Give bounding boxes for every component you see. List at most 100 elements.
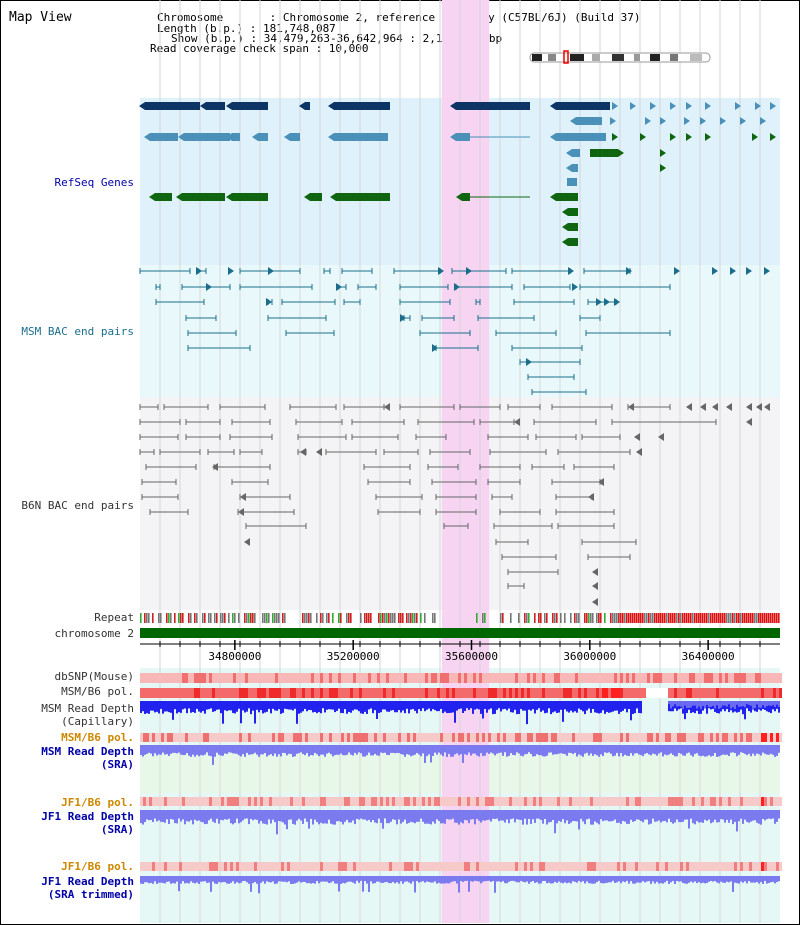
heat-cell	[701, 733, 704, 742]
depth-bar	[586, 810, 588, 820]
depth-bar	[270, 876, 272, 883]
depth-bar	[708, 701, 710, 708]
depth-bar	[342, 745, 344, 756]
heat-cell	[281, 862, 284, 871]
depth-bar	[480, 810, 482, 823]
depth-bar	[610, 701, 612, 713]
depth-bar	[470, 810, 472, 820]
depth-bar	[606, 810, 608, 821]
gene-arrow	[730, 267, 736, 275]
depth-bar	[332, 810, 334, 825]
heat-cell	[194, 673, 197, 683]
depth-bar	[426, 876, 428, 882]
depth-bar	[644, 810, 646, 820]
heat-cell	[494, 688, 497, 698]
heat-cell	[194, 733, 197, 742]
depth-bar	[510, 745, 512, 754]
heat-cell	[527, 688, 530, 698]
repeat-mark	[752, 613, 754, 623]
repeat-mark	[546, 613, 548, 623]
depth-bar	[404, 701, 406, 714]
heat-cell	[506, 688, 509, 698]
depth-bar	[472, 701, 474, 714]
repeat-mark	[510, 613, 512, 623]
heat-cell	[590, 797, 593, 806]
heat-cell	[698, 797, 701, 806]
heat-cell	[722, 862, 725, 871]
repeat-mark	[720, 613, 722, 623]
heat-cell	[662, 673, 665, 683]
repeat-mark	[244, 613, 246, 623]
depth-bar	[428, 810, 430, 824]
heat-cell	[533, 688, 536, 698]
depth-bar	[594, 810, 596, 822]
heat-cell	[230, 797, 233, 806]
depth-bar	[228, 876, 230, 884]
depth-bar	[162, 701, 164, 714]
depth-bar	[520, 810, 522, 820]
depth-bar	[488, 701, 490, 710]
heat-cell	[572, 688, 575, 698]
heat-cell	[737, 688, 740, 698]
depth-bar	[422, 810, 424, 822]
depth-bar	[448, 810, 450, 820]
heat-cell	[374, 688, 377, 698]
depth-bar	[676, 745, 678, 757]
heat-cell	[638, 797, 641, 806]
label-b6n-bac: B6N BAC end pairs	[21, 499, 134, 512]
heat-cell	[668, 688, 671, 698]
heat-cell	[176, 673, 179, 683]
depth-bar	[362, 745, 364, 757]
depth-bar	[168, 810, 170, 825]
heat-cell	[755, 862, 758, 871]
depth-bar	[150, 701, 152, 711]
heat-cell	[419, 673, 422, 683]
heat-cell	[761, 862, 764, 871]
heat-cell	[386, 797, 389, 806]
gene-arrow	[764, 403, 770, 411]
depth-bar	[340, 745, 342, 754]
heat-cell	[350, 797, 353, 806]
repeat-mark	[284, 613, 286, 623]
depth-bar	[640, 701, 642, 714]
gene-arrow	[149, 193, 155, 201]
depth-bar	[294, 745, 296, 757]
heat-cell	[533, 673, 536, 683]
heat-cell	[242, 862, 245, 871]
heat-cell	[620, 797, 623, 806]
depth-bar	[202, 701, 204, 712]
depth-bar	[286, 810, 288, 830]
heat-cell	[587, 673, 590, 683]
gene-exon	[206, 102, 225, 110]
depth-bar	[170, 876, 172, 884]
heat-cell	[779, 688, 782, 698]
heat-cell	[560, 862, 563, 871]
depth-bar	[528, 745, 530, 753]
heat-cell	[641, 688, 644, 698]
depth-bar	[610, 745, 612, 754]
heat-cell	[647, 862, 650, 871]
heat-cell	[590, 733, 593, 742]
repeat-mark	[180, 613, 182, 623]
depth-bar	[764, 701, 766, 708]
heat-cell	[404, 688, 407, 698]
depth-bar	[576, 745, 578, 757]
heat-cell	[701, 862, 704, 871]
depth-bar	[384, 745, 386, 753]
gene-exon	[182, 193, 225, 201]
repeat-mark	[638, 613, 640, 623]
depth-bar	[474, 810, 476, 825]
heat-cell	[710, 733, 713, 742]
heat-cell	[266, 862, 269, 871]
depth-bar	[680, 745, 682, 754]
heat-cell	[542, 673, 545, 683]
heat-cell	[713, 797, 716, 806]
heat-cell	[776, 733, 779, 742]
depth-bar	[624, 810, 626, 822]
depth-bar	[480, 745, 482, 754]
heat-cell	[719, 733, 722, 742]
heat-cell	[746, 688, 749, 698]
heat-cell	[242, 797, 245, 806]
heat-cell	[158, 733, 161, 742]
